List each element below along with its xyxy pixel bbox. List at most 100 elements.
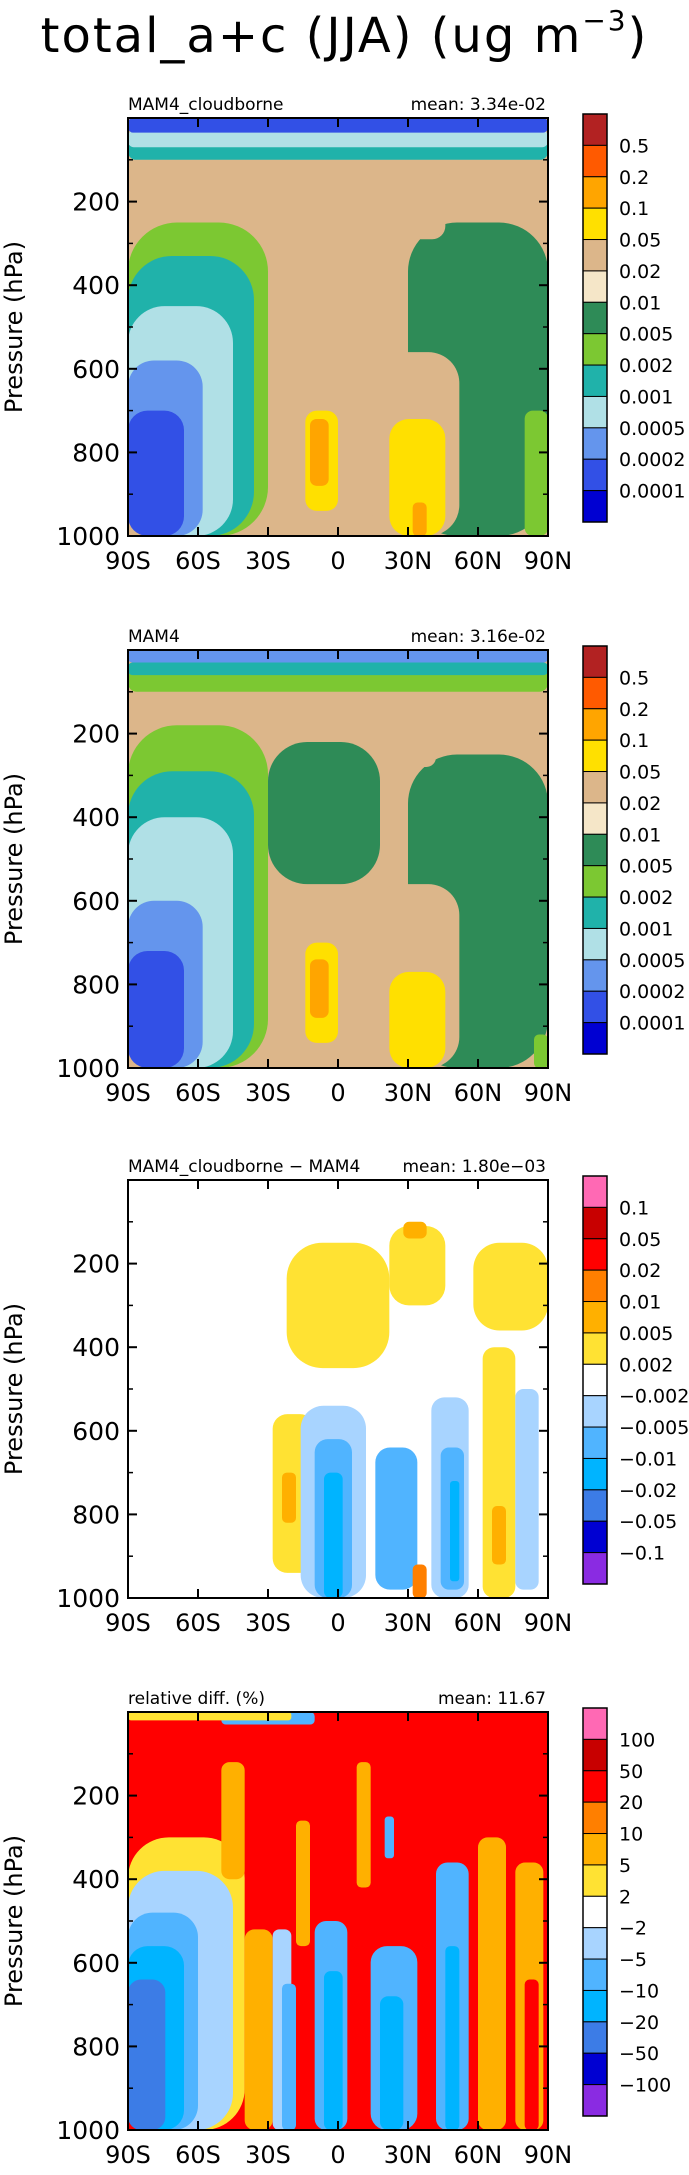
colorbar-label: 0.005 [619, 324, 673, 346]
contour-region [482, 1347, 516, 1598]
contour-region [515, 1389, 539, 1590]
x-tick-label: 30S [245, 2141, 291, 2169]
colorbar-swatch [582, 1864, 608, 1897]
colorbar-label: 0.001 [619, 386, 673, 408]
x-tick-label: 90N [524, 1079, 573, 1107]
colorbar-swatch [582, 1801, 608, 1835]
colorbar-frame [582, 113, 608, 523]
contour-region [384, 1816, 394, 1859]
colorbar-label: 0.0005 [619, 950, 685, 972]
colorbar-swatch [582, 1707, 608, 1740]
contour-region [282, 1983, 296, 2130]
colorbar-label: 0.05 [619, 230, 661, 252]
colorbar-swatch [582, 364, 608, 397]
x-tick-label: 60N [454, 2141, 503, 2169]
colorbar-label: 0.0005 [619, 418, 685, 440]
colorbar-label: 100 [619, 1729, 655, 1751]
y-axis-label: Pressure (hPa) [0, 773, 28, 945]
y-tick-label: 800 [72, 1500, 120, 1529]
contour-region [128, 410, 184, 536]
colorbar-swatch [582, 1022, 608, 1055]
contour-region [403, 1221, 427, 1239]
panel-title: MAM4_cloudborne − MAM4 [128, 1157, 360, 1177]
colorbar-swatch [582, 927, 608, 961]
colorbar-swatch [582, 490, 608, 523]
contour-region [450, 1480, 460, 1582]
contour-region [282, 1472, 296, 1523]
y-tick-label: 600 [72, 887, 120, 916]
colorbar-label: 20 [619, 1792, 643, 1814]
colorbar-label: 0.02 [619, 261, 661, 283]
contour-region [492, 1506, 506, 1565]
colorbar-frame [582, 1175, 608, 1585]
x-tick-label: 30N [384, 1079, 433, 1107]
colorbar-label: 0.002 [619, 355, 673, 377]
colorbar-label: 0.5 [619, 135, 649, 157]
colorbar-label: 0.02 [619, 793, 661, 815]
y-tick-label: 600 [72, 355, 120, 384]
y-tick-label: 1000 [56, 1584, 120, 1613]
contour-region [356, 1762, 371, 1888]
x-tick-label: 90N [524, 2141, 573, 2169]
colorbar-swatch [582, 676, 608, 710]
contour-region [128, 1712, 292, 1721]
colorbar-swatch [582, 2052, 608, 2086]
colorbar-swatch [582, 833, 608, 867]
x-tick-label: 60S [175, 547, 221, 575]
colorbar-label: −2 [619, 1918, 647, 1940]
colorbar-swatch [582, 1520, 608, 1554]
x-tick-label: 60S [175, 1079, 221, 1107]
colorbar-swatch [582, 1770, 608, 1803]
colorbar-label: −0.05 [619, 1511, 677, 1533]
colorbar-swatch [582, 1175, 608, 1208]
colorbar-swatch [582, 865, 608, 898]
contour-region [389, 418, 446, 536]
colorbar-label: −0.002 [619, 1386, 689, 1408]
colorbar-label: −0.02 [619, 1480, 677, 1502]
colorbar-label: −10 [619, 1980, 659, 2002]
colorbar-label: −20 [619, 2012, 659, 2034]
contour-region [478, 1837, 506, 2130]
colorbar-swatch [582, 458, 608, 492]
colorbar-swatch [582, 1552, 608, 1585]
panel-title: MAM4_cloudborne [128, 95, 283, 115]
panel-title: MAM4 [128, 627, 180, 647]
contour-region [310, 959, 329, 1018]
contour-region [412, 1564, 427, 1598]
contour-region [473, 1242, 548, 1331]
contour-region [221, 1762, 245, 1880]
y-tick-label: 1000 [56, 522, 120, 551]
colorbar-frame [582, 645, 608, 1055]
colorbar-swatch [582, 2084, 608, 2117]
x-tick-label: 0 [330, 1609, 345, 1637]
x-tick-label: 30S [245, 1609, 291, 1637]
figure-title-superscript: −3 [582, 4, 628, 37]
colorbar-label: 50 [619, 1761, 643, 1783]
panel-mean: mean: 3.16e-02 [411, 627, 546, 647]
y-axis-label: Pressure (hPa) [0, 1303, 28, 1475]
colorbar-swatch [582, 1332, 608, 1365]
contour-region [128, 950, 184, 1068]
colorbar-swatch [582, 1457, 608, 1491]
y-tick-label: 800 [72, 438, 120, 467]
colorbar-label: −0.1 [619, 1543, 665, 1565]
x-tick-label: 60N [454, 547, 503, 575]
colorbar-swatch [582, 1269, 608, 1303]
colorbar-swatch [582, 959, 608, 992]
x-tick-label: 30N [384, 547, 433, 575]
y-tick-label: 200 [72, 1250, 120, 1279]
panel-title: relative diff. (%) [128, 1689, 265, 1709]
x-tick-label: 0 [330, 547, 345, 575]
x-tick-label: 90S [105, 1079, 151, 1107]
panel-mean: mean: 1.80e−03 [402, 1157, 546, 1177]
contour-region [389, 971, 446, 1068]
x-tick-label: 30S [245, 547, 291, 575]
colorbar-swatch [582, 1989, 608, 2023]
x-tick-label: 0 [330, 1079, 345, 1107]
colorbar-label: 0.005 [619, 856, 673, 878]
colorbar-swatch [582, 270, 608, 303]
colorbar-swatch [582, 1395, 608, 1428]
colorbar-label: 0.0001 [619, 481, 685, 503]
y-tick-label: 1000 [56, 2116, 120, 2145]
